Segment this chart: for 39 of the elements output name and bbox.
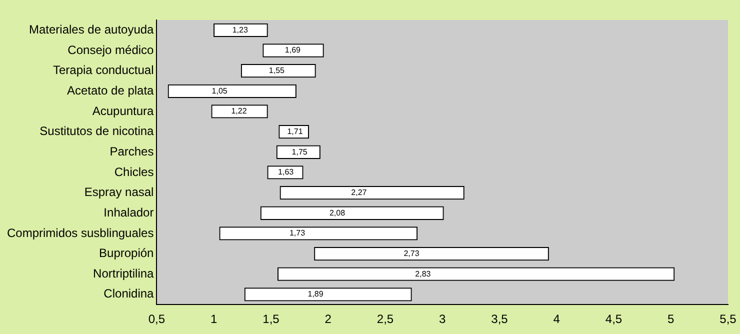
annotation: 2,27 [351,188,368,197]
y-tick-label: Clonidina [104,286,154,301]
y-tick-label: Materiales de autoyuda [28,22,154,36]
y-tick-label: Nortriptilina [93,266,154,280]
x-tick-label: 4,5 [605,312,622,326]
y-tick-label: Consejo médico [68,42,154,57]
y-tick-label: Acetato de plata [66,83,154,98]
x-tick-label: 5 [668,312,675,326]
x-tick-label: 0,5 [148,312,166,326]
x-tick-label: 2 [324,312,332,326]
x-tick-label: 1,5 [262,312,280,326]
annotation: 1,23 [232,25,248,34]
x-tick-label: 3 [439,312,446,326]
y-tick-label: Sustitutos de nicotina [40,124,154,138]
x-tick-label: 1 [210,312,218,326]
annotation: 2,83 [415,269,432,278]
annotation: 1,05 [212,86,228,96]
x-tick-label: 3,5 [491,312,508,326]
x-tick-label: 4 [553,312,560,326]
x-tick-label: 5,5 [720,312,737,326]
y-tick-label: Chicles [114,164,154,179]
annotation: 1,89 [308,290,324,299]
x-tick-label: 2,5 [376,312,394,326]
y-tick-label: Acupuntura [92,104,154,118]
annotation: 1,22 [231,106,248,116]
annotation: 2,08 [329,208,346,218]
y-tick-label: Bupropión [99,246,154,260]
y-tick-label: Parches [110,144,154,158]
annotation: 1,63 [278,168,294,177]
annotation: 1,69 [284,46,302,55]
annotation: 1,75 [292,147,308,156]
y-tick-label: Inhalador [104,205,154,220]
y-tick-label: Comprimidos susblinguales [6,226,154,240]
annotation: 2,73 [404,248,420,258]
y-tick-label: Terapia conductual [52,63,154,78]
annotation: 1,71 [287,127,304,136]
annotation: 1,55 [268,66,286,76]
y-tick-label: Espray nasal [84,185,154,200]
annotation: 1,73 [289,228,306,238]
